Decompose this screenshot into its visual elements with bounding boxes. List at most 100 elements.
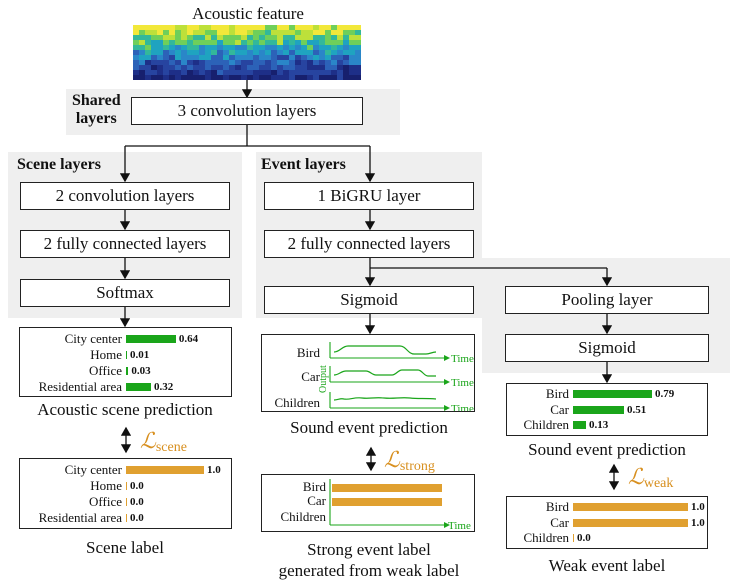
bar-mark xyxy=(573,534,574,542)
bar-value-label: 0.64 xyxy=(178,333,199,345)
spectrogram-cell xyxy=(157,55,164,61)
spectrogram-cell xyxy=(181,70,188,76)
spectrogram-cell xyxy=(325,25,332,31)
spectrogram-cell xyxy=(337,75,344,80)
spectrogram-cell xyxy=(271,70,278,76)
spectrogram-cell xyxy=(325,55,332,61)
spectrogram-cell xyxy=(349,55,356,61)
spectrogram-cell xyxy=(325,50,332,56)
spectrogram-cell xyxy=(169,45,176,51)
spectrogram-cell xyxy=(235,55,242,61)
spectrogram-cell xyxy=(211,55,218,61)
spectrogram-cell xyxy=(259,70,266,76)
bar-category-label: Office xyxy=(89,494,122,509)
spectrogram-cell xyxy=(211,35,218,41)
spectrogram-cell xyxy=(157,40,164,46)
weak-prediction-chart: Bird 0.79 Car 0.51 Children 0.13 xyxy=(506,383,708,436)
spectrogram-cell xyxy=(313,30,320,36)
spectrogram-cell xyxy=(157,45,164,51)
spectrogram-cell xyxy=(331,25,338,31)
spectrogram-cell xyxy=(265,55,272,61)
spectrogram-cell xyxy=(307,60,314,66)
spectrogram-cell xyxy=(217,40,224,46)
spectrogram-cell xyxy=(157,75,164,80)
time-axis-arrow xyxy=(444,405,450,411)
bar-value-label: 0.32 xyxy=(153,381,174,393)
spectrogram-cell xyxy=(175,75,182,80)
spectrogram-image xyxy=(133,25,361,80)
bar-mark xyxy=(573,405,624,414)
spectrogram-cell xyxy=(151,50,158,56)
spectrogram-cell xyxy=(229,60,236,66)
spectrogram-cell xyxy=(319,75,326,80)
spectrogram-cell xyxy=(181,75,188,80)
spectrogram-cell xyxy=(157,25,164,31)
spectrogram-cell xyxy=(223,30,230,36)
spectrogram-cell xyxy=(205,50,212,56)
spectrogram-cell xyxy=(277,35,284,41)
spectrogram-cell xyxy=(133,50,140,56)
spectrogram-cell xyxy=(229,25,236,31)
spectrogram-cell xyxy=(139,55,146,61)
spectrogram-cell xyxy=(133,30,140,36)
spectrogram-cell xyxy=(355,30,361,36)
bar-mark xyxy=(573,503,688,511)
spectrogram-cell xyxy=(163,75,170,80)
spectrogram-cell xyxy=(169,30,176,36)
spectrogram-cell xyxy=(223,35,230,41)
spectrogram-cell xyxy=(145,45,152,51)
spectrogram-cell xyxy=(349,35,356,41)
spectrogram-cell xyxy=(313,70,320,76)
spectrogram-cell xyxy=(343,60,350,66)
spectrogram-cell xyxy=(289,35,296,41)
spectrogram-cell xyxy=(151,55,158,61)
spectrogram-cell xyxy=(133,35,140,41)
spectrogram-cell xyxy=(253,60,260,66)
spectrogram-cell xyxy=(163,60,170,66)
spectrogram-cell xyxy=(139,70,146,76)
spectrogram-cell xyxy=(217,65,224,71)
spectrogram-cell xyxy=(277,55,284,61)
spectrogram-cell xyxy=(133,25,140,31)
spectrogram-cell xyxy=(283,30,290,36)
spectrogram-cell xyxy=(295,40,302,46)
bar-mark xyxy=(573,421,586,429)
spectrogram-cell xyxy=(337,30,344,36)
spectrogram-cell xyxy=(247,55,254,61)
bar-mark xyxy=(126,498,127,506)
spectrogram-cell xyxy=(265,65,272,71)
event-sigmoid-weak-box: Sigmoid xyxy=(505,334,709,362)
spectrogram-cell xyxy=(343,65,350,71)
spectrogram-cell xyxy=(319,55,326,61)
spectrogram-cell xyxy=(229,65,236,71)
spectrogram-cell xyxy=(175,50,182,56)
spectrogram-cell xyxy=(163,25,170,31)
spectrogram-cell xyxy=(175,35,182,41)
spectrogram-cell xyxy=(193,60,200,66)
spectrogram-cell xyxy=(337,45,344,51)
bar-row: Residential area 0.32 xyxy=(20,380,231,394)
bar-category-label: Residential area xyxy=(38,379,122,394)
bar-category-label: Residential area xyxy=(38,510,122,525)
spectrogram-cell xyxy=(235,30,242,36)
event-output-curve xyxy=(333,369,436,377)
bar-category-label: City center xyxy=(64,462,122,477)
spectrogram-cell xyxy=(169,60,176,66)
spectrogram-cell xyxy=(253,55,260,61)
spectrogram-cell xyxy=(331,50,338,56)
scene-layers-title: Scene layers xyxy=(17,156,101,173)
spectrogram-cell xyxy=(277,70,284,76)
spectrogram-cell xyxy=(253,40,260,46)
spectrogram-cell xyxy=(241,50,248,56)
spectrogram-cell xyxy=(349,60,356,66)
spectrogram-cell xyxy=(337,60,344,66)
spectrogram-cell xyxy=(337,40,344,46)
spectrogram-cell xyxy=(283,40,290,46)
bar-value-label: 0.0 xyxy=(577,532,591,544)
spectrogram-cell xyxy=(169,35,176,41)
spectrogram-cell xyxy=(133,45,140,51)
spectrogram-cell xyxy=(301,25,308,31)
spectrogram-cell xyxy=(199,40,206,46)
spectrogram-cell xyxy=(163,50,170,56)
spectrogram-cell xyxy=(343,75,350,80)
